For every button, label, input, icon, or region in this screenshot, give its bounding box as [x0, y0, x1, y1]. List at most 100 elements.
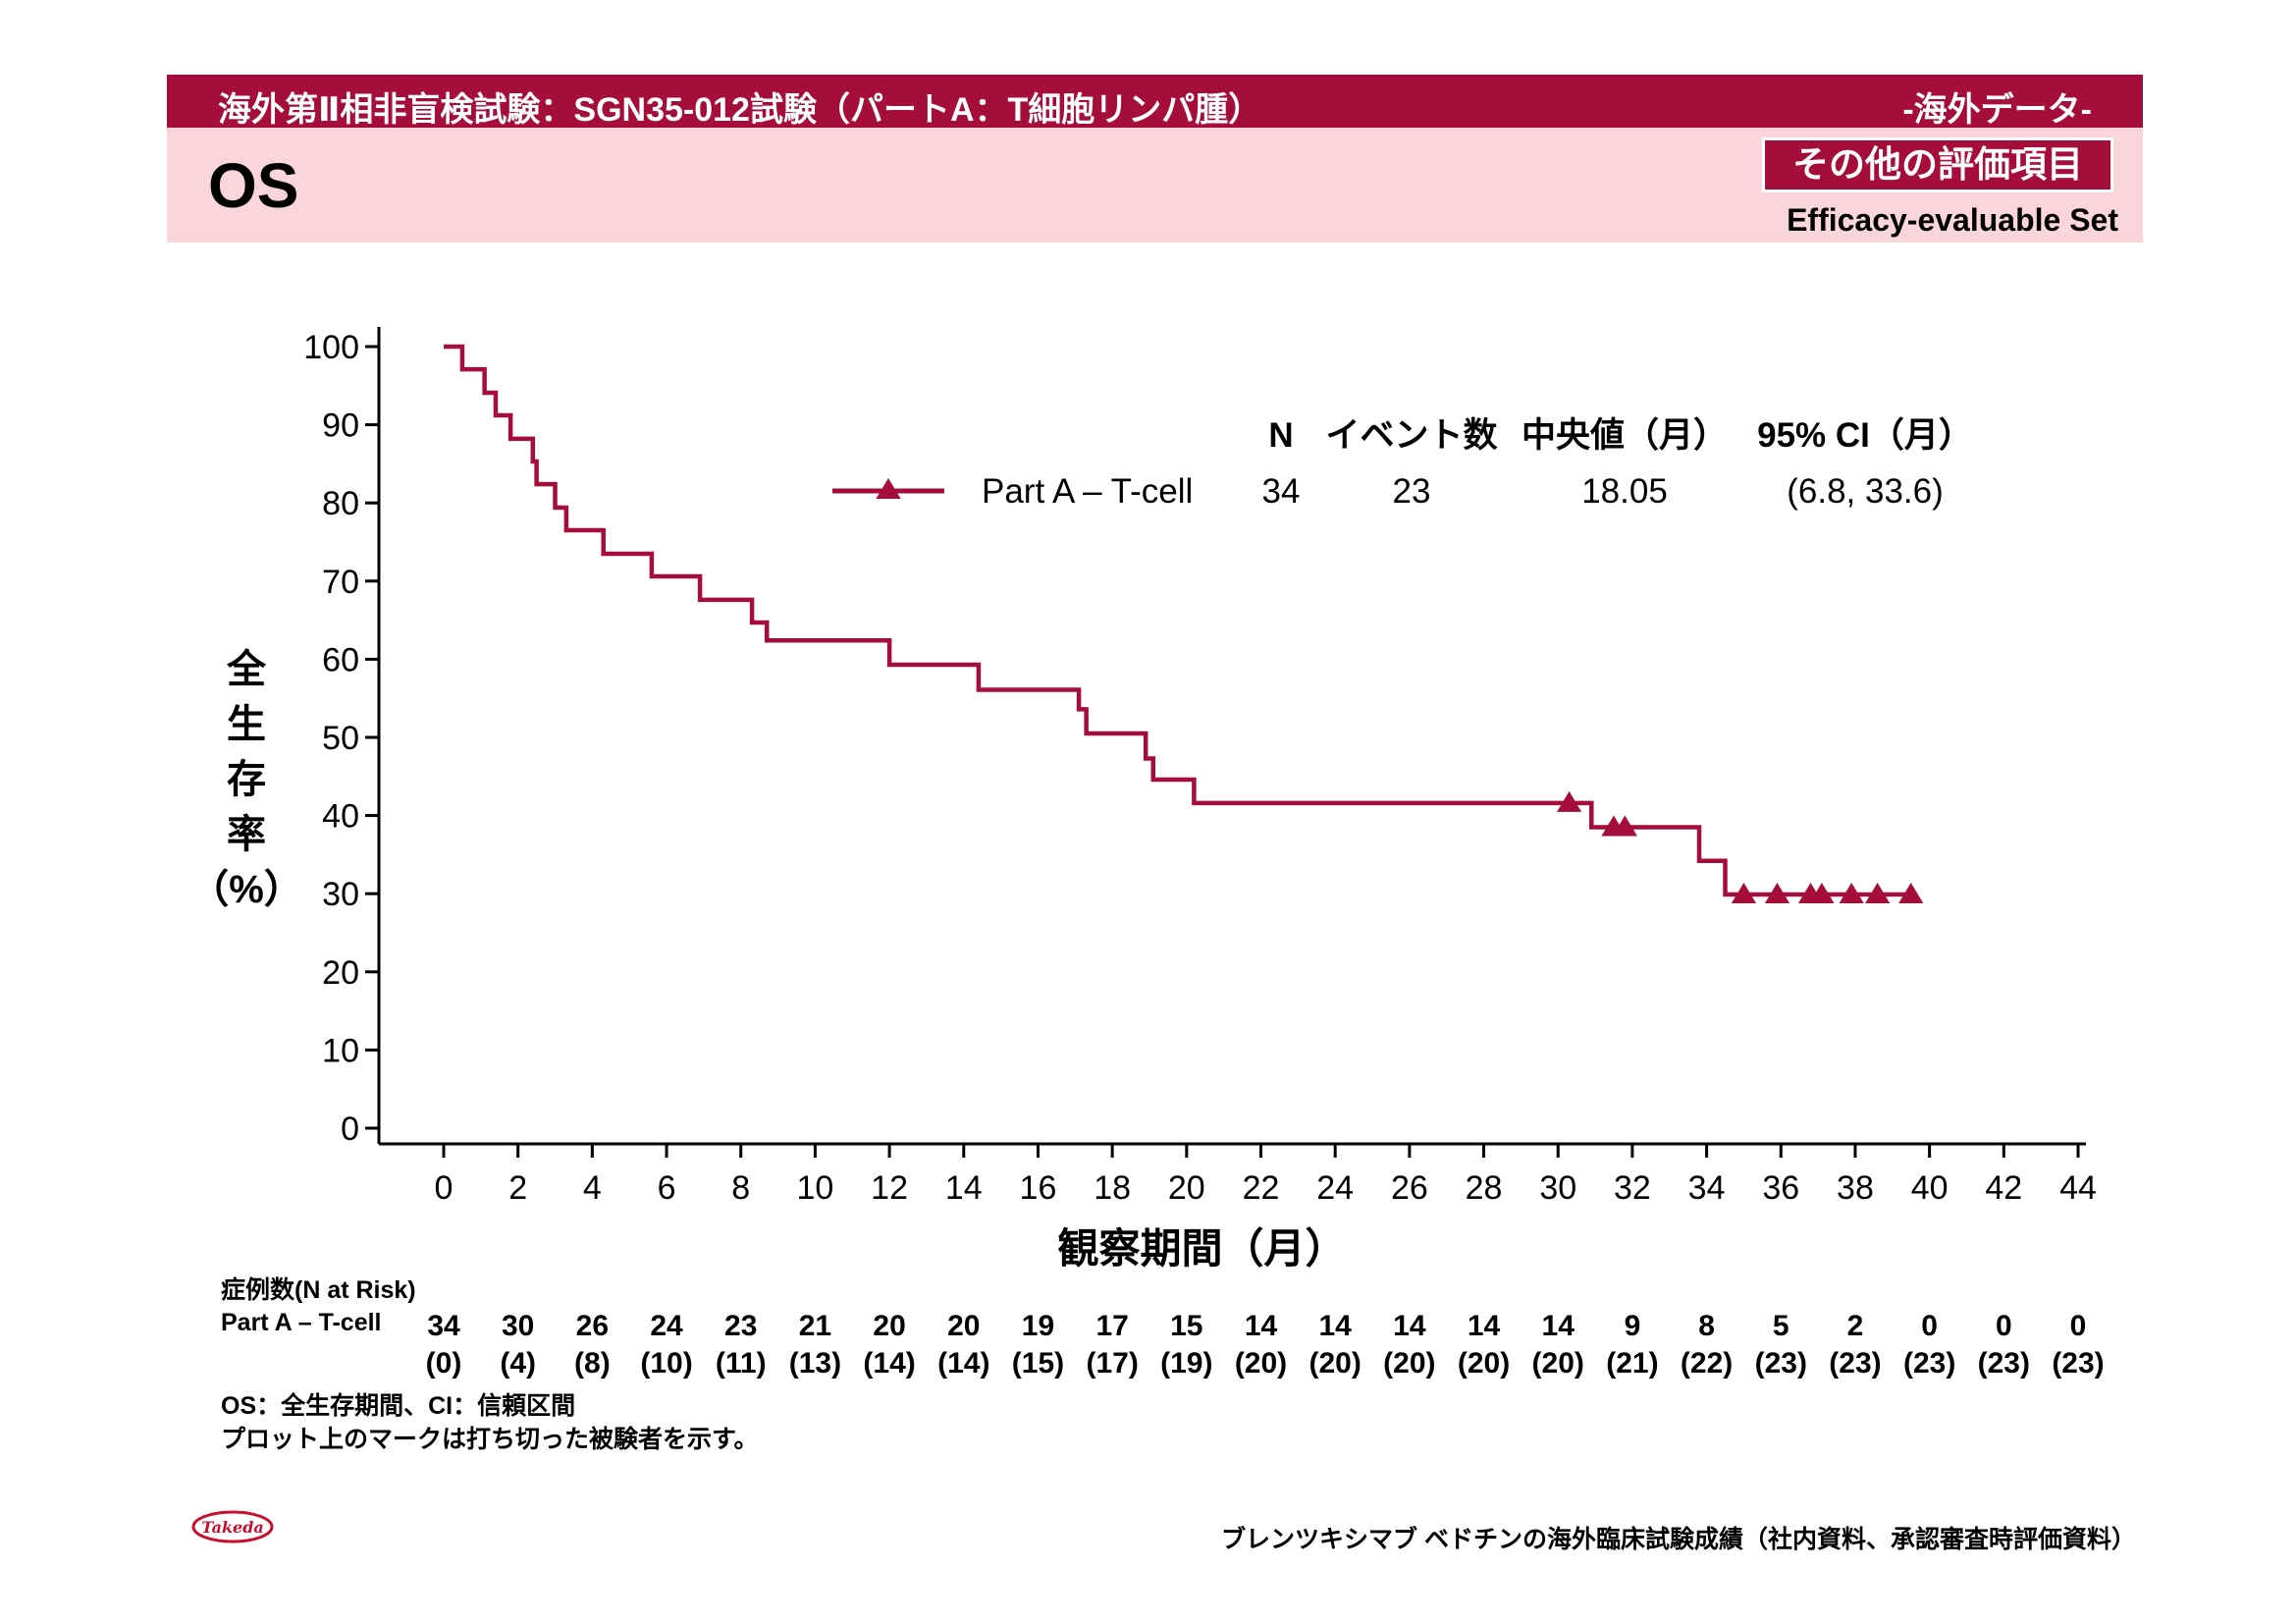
- risk-cumulative-events: (23): [1978, 1347, 2030, 1380]
- risk-cumulative-events: (8): [574, 1347, 611, 1380]
- legend-header: 中央値（月）: [1522, 416, 1728, 455]
- risk-cumulative-events: (0): [426, 1347, 462, 1380]
- x-tick-label: 0: [435, 1169, 454, 1207]
- takeda-logo: Takeda: [191, 1510, 274, 1543]
- risk-at-risk-count: 0: [2070, 1310, 2087, 1342]
- risk-at-risk-count: 24: [650, 1310, 683, 1342]
- risk-at-risk-count: 14: [1318, 1310, 1352, 1342]
- x-tick-label: 42: [1985, 1169, 2022, 1207]
- y-axis-label-char: 存: [227, 758, 266, 801]
- risk-cumulative-events: (20): [1458, 1347, 1510, 1380]
- risk-at-risk-count: 26: [576, 1310, 609, 1342]
- risk-at-risk-count: 14: [1542, 1310, 1575, 1342]
- x-tick-label: 44: [2059, 1169, 2097, 1207]
- x-tick-label: 36: [1762, 1169, 1799, 1207]
- analysis-set-label: Efficacy-evaluable Set: [1787, 202, 2118, 238]
- censor-marker: [1764, 882, 1790, 903]
- risk-at-risk-count: 23: [724, 1310, 757, 1342]
- risk-cumulative-events: (20): [1235, 1347, 1287, 1380]
- abbreviation-note: OS：全生存期間、CI：信頼区間: [221, 1392, 576, 1420]
- y-tick-label: 40: [322, 798, 359, 836]
- y-axis-label-char: 率: [227, 813, 266, 856]
- risk-at-risk-count: 19: [1022, 1310, 1054, 1342]
- risk-cumulative-events: (20): [1309, 1347, 1362, 1380]
- risk-cumulative-events: (23): [1755, 1347, 1807, 1380]
- km-survival-curve: [444, 344, 1911, 897]
- y-tick-label: 10: [322, 1032, 359, 1069]
- page-title: OS: [208, 150, 299, 221]
- x-tick-label: 40: [1911, 1169, 1949, 1207]
- x-tick-label: 18: [1094, 1169, 1131, 1207]
- risk-cumulative-events: (14): [937, 1347, 989, 1380]
- risk-at-risk-count: 5: [1773, 1310, 1789, 1342]
- censor-note: プロット上のマークは打ち切った被験者を示す。: [221, 1426, 759, 1453]
- y-tick-label: 60: [322, 641, 359, 678]
- y-tick-label: 30: [322, 876, 359, 913]
- censor-marker: [1612, 815, 1637, 837]
- risk-at-risk-count: 20: [947, 1310, 980, 1342]
- header-bar: 海外第Ⅱ相非盲検試験：SGN35-012試験（パートA：T細胞リンパ腫） -海外…: [167, 75, 2143, 129]
- legend-n: 34: [1262, 472, 1301, 511]
- x-tick-label: 12: [871, 1169, 908, 1207]
- x-tick-label: 38: [1837, 1169, 1874, 1207]
- y-tick-label: 90: [322, 407, 359, 445]
- risk-at-risk-count: 14: [1245, 1310, 1278, 1342]
- censor-marker: [1839, 882, 1864, 903]
- x-tick-label: 2: [508, 1169, 527, 1207]
- y-axis-label-char: 生: [227, 703, 266, 746]
- censor-marker: [1556, 790, 1582, 812]
- risk-cumulative-events: (17): [1086, 1347, 1138, 1380]
- censor-marker: [1865, 882, 1891, 903]
- x-tick-label: 22: [1243, 1169, 1280, 1207]
- risk-at-risk-count: 2: [1847, 1310, 1864, 1342]
- y-tick-label: 20: [322, 954, 359, 992]
- y-tick-label: 50: [322, 720, 359, 757]
- x-tick-label: 32: [1614, 1169, 1651, 1207]
- x-tick-label: 4: [583, 1169, 602, 1207]
- y-tick-label: 0: [341, 1110, 359, 1148]
- legend-median: 18.05: [1581, 472, 1668, 511]
- legend-header: 95% CI（月）: [1757, 416, 1973, 455]
- risk-at-risk-count: 14: [1468, 1310, 1501, 1342]
- risk-cumulative-events: (13): [789, 1347, 841, 1380]
- risk-table-row-label: Part A – T-cell: [221, 1309, 382, 1336]
- risk-cumulative-events: (22): [1681, 1347, 1733, 1380]
- risk-cumulative-events: (15): [1012, 1347, 1064, 1380]
- legend-ci: (6.8, 33.6): [1787, 472, 1944, 511]
- x-tick-label: 34: [1688, 1169, 1726, 1207]
- risk-cumulative-events: (10): [640, 1347, 692, 1380]
- x-tick-label: 20: [1168, 1169, 1205, 1207]
- risk-cumulative-events: (11): [716, 1347, 767, 1380]
- risk-at-risk-count: 9: [1625, 1310, 1641, 1342]
- risk-at-risk-count: 15: [1170, 1310, 1202, 1342]
- y-axis-label-char: （%）: [189, 868, 303, 911]
- y-tick-label: 80: [322, 485, 359, 522]
- overseas-data-label: -海外データ-: [1902, 91, 2092, 129]
- legend-marker: [876, 478, 901, 499]
- x-tick-label: 30: [1539, 1169, 1576, 1207]
- y-axis-label-char: 全: [226, 647, 267, 691]
- x-tick-label: 24: [1316, 1169, 1354, 1207]
- risk-cumulative-events: (23): [2052, 1347, 2104, 1380]
- risk-at-risk-count: 17: [1095, 1310, 1128, 1342]
- legend-header: イベント数: [1325, 416, 1497, 455]
- risk-cumulative-events: (4): [500, 1347, 536, 1380]
- x-tick-label: 14: [945, 1169, 983, 1207]
- censor-marker: [1898, 882, 1924, 903]
- y-tick-label: 70: [322, 564, 359, 601]
- censor-marker: [1731, 882, 1757, 903]
- takeda-logo-text: Takeda: [201, 1518, 264, 1537]
- risk-at-risk-count: 8: [1698, 1310, 1715, 1342]
- legend-series-label: Part A – T-cell: [982, 472, 1193, 511]
- risk-cumulative-events: (23): [1903, 1347, 1955, 1380]
- risk-at-risk-count: 14: [1393, 1310, 1426, 1342]
- risk-at-risk-count: 20: [873, 1310, 905, 1342]
- y-tick-label: 100: [303, 329, 359, 366]
- risk-cumulative-events: (21): [1606, 1347, 1658, 1380]
- risk-cumulative-events: (20): [1532, 1347, 1584, 1380]
- x-axis-label: 観察期間（月）: [1057, 1225, 1346, 1272]
- risk-table-title: 症例数(N at Risk): [221, 1275, 416, 1304]
- x-tick-label: 28: [1466, 1169, 1503, 1207]
- title-bar: OS その他の評価項目 Efficacy-evaluable Set: [167, 128, 2143, 243]
